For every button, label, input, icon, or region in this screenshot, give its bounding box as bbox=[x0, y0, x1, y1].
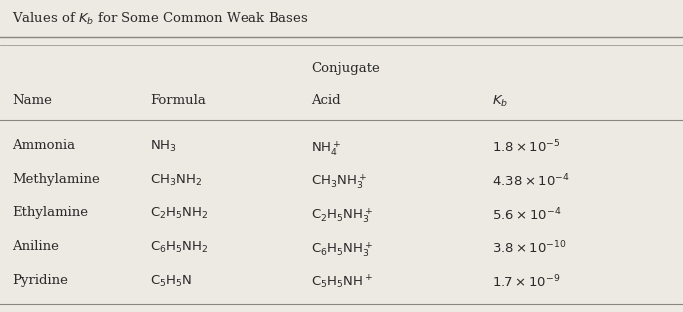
Text: $\mathrm{NH_4^+}$: $\mathrm{NH_4^+}$ bbox=[311, 139, 342, 158]
Text: Acid: Acid bbox=[311, 94, 340, 107]
Text: Aniline: Aniline bbox=[12, 240, 59, 253]
Text: Values of $K_b$ for Some Common Weak Bases: Values of $K_b$ for Some Common Weak Bas… bbox=[12, 11, 309, 27]
Text: $3.8 \times 10^{-10}$: $3.8 \times 10^{-10}$ bbox=[492, 240, 567, 256]
Text: $\mathrm{C_6H_5NH_2}$: $\mathrm{C_6H_5NH_2}$ bbox=[150, 240, 209, 255]
Text: $\mathrm{C_5H_5N}$: $\mathrm{C_5H_5N}$ bbox=[150, 274, 193, 289]
Text: Pyridine: Pyridine bbox=[12, 274, 68, 287]
Text: $\mathrm{C_2H_5NH_2}$: $\mathrm{C_2H_5NH_2}$ bbox=[150, 206, 209, 221]
Text: Conjugate: Conjugate bbox=[311, 62, 380, 76]
Text: $1.7 \times 10^{-9}$: $1.7 \times 10^{-9}$ bbox=[492, 274, 560, 290]
Text: $4.38 \times 10^{-4}$: $4.38 \times 10^{-4}$ bbox=[492, 173, 570, 189]
Text: $K_b$: $K_b$ bbox=[492, 94, 508, 109]
Text: Ethylamine: Ethylamine bbox=[12, 206, 88, 219]
Text: $5.6 \times 10^{-4}$: $5.6 \times 10^{-4}$ bbox=[492, 206, 561, 223]
Text: $\mathrm{CH_3NH_2}$: $\mathrm{CH_3NH_2}$ bbox=[150, 173, 203, 188]
Text: $\mathrm{C_6H_5NH_3^+}$: $\mathrm{C_6H_5NH_3^+}$ bbox=[311, 240, 374, 259]
Text: $\mathrm{NH_3}$: $\mathrm{NH_3}$ bbox=[150, 139, 178, 154]
Text: $\mathrm{C_5H_5NH^+}$: $\mathrm{C_5H_5NH^+}$ bbox=[311, 274, 374, 291]
Text: $\mathrm{CH_3NH_3^+}$: $\mathrm{CH_3NH_3^+}$ bbox=[311, 173, 367, 191]
Text: $1.8 \times 10^{-5}$: $1.8 \times 10^{-5}$ bbox=[492, 139, 561, 155]
Text: Methylamine: Methylamine bbox=[12, 173, 100, 186]
Text: Ammonia: Ammonia bbox=[12, 139, 75, 152]
Text: Name: Name bbox=[12, 94, 52, 107]
Text: $\mathrm{C_2H_5NH_3^+}$: $\mathrm{C_2H_5NH_3^+}$ bbox=[311, 206, 374, 225]
Text: Formula: Formula bbox=[150, 94, 206, 107]
